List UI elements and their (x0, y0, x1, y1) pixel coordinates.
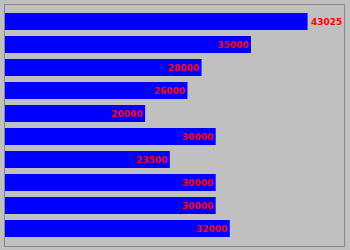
svg-text:43025: 43025 (311, 17, 342, 27)
svg-text:20000: 20000 (111, 109, 142, 119)
svg-text:35000: 35000 (217, 40, 248, 50)
svg-text:30000: 30000 (182, 132, 213, 142)
svg-text:28000: 28000 (168, 63, 199, 73)
svg-text:23500: 23500 (136, 155, 167, 165)
svg-text:32000: 32000 (196, 224, 227, 234)
svg-text:26000: 26000 (154, 86, 185, 96)
svg-text:30000: 30000 (182, 201, 213, 211)
svg-text:30000: 30000 (182, 178, 213, 188)
